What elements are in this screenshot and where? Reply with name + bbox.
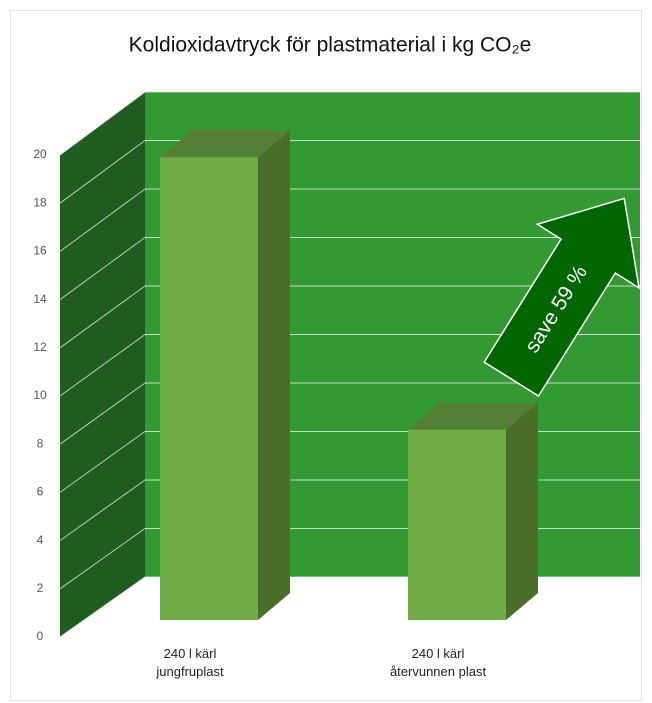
side-grid-line	[59, 576, 146, 638]
y-tick-label: 12	[33, 340, 47, 354]
bar-top	[408, 402, 538, 430]
x-tick-line: jungfruplast	[155, 664, 224, 679]
bar-top	[160, 130, 290, 158]
y-tick-label: 6	[37, 485, 44, 499]
side-grid-line	[59, 285, 146, 349]
y-tick-label: 10	[33, 388, 47, 402]
side-grid-line	[59, 382, 146, 445]
x-tick-label: 240 l kärl återvunnen plast	[390, 646, 487, 679]
side-grid-line	[59, 237, 146, 301]
x-tick-label: 240 l kärl jungfruplast	[155, 646, 224, 679]
side-grid-line	[59, 91, 146, 156]
x-tick-line: återvunnen plast	[390, 664, 487, 679]
side-grid-line	[59, 528, 146, 590]
side-grid-line	[59, 188, 146, 252]
bar-3d	[160, 130, 290, 620]
side-wall	[60, 92, 145, 637]
x-tick-line: 240 l kärl	[164, 646, 217, 661]
y-tick-label: 8	[37, 436, 44, 450]
bars	[160, 130, 538, 620]
bar	[160, 157, 258, 620]
chart-title: Koldioxidavtryck för plastmaterial i kg …	[129, 34, 532, 57]
y-tick-label: 20	[33, 147, 47, 161]
bar-3d	[408, 402, 538, 620]
x-tick-line: 240 l kärl	[412, 646, 465, 661]
side-grid-line	[59, 334, 146, 397]
side-grid-line	[59, 479, 146, 542]
y-tick-label: 0	[37, 629, 44, 643]
y-tick-label: 4	[37, 533, 44, 547]
bar	[408, 429, 506, 620]
side-grid-line	[59, 431, 146, 493]
y-tick-label: 18	[33, 195, 47, 209]
bar-side	[506, 402, 538, 620]
y-tick-label: 14	[33, 292, 47, 306]
arrow-shape	[483, 197, 641, 398]
bar-side	[258, 130, 290, 620]
side-grid-line	[59, 140, 146, 204]
y-tick-label: 2	[37, 581, 44, 595]
y-tick-label: 16	[33, 244, 47, 258]
